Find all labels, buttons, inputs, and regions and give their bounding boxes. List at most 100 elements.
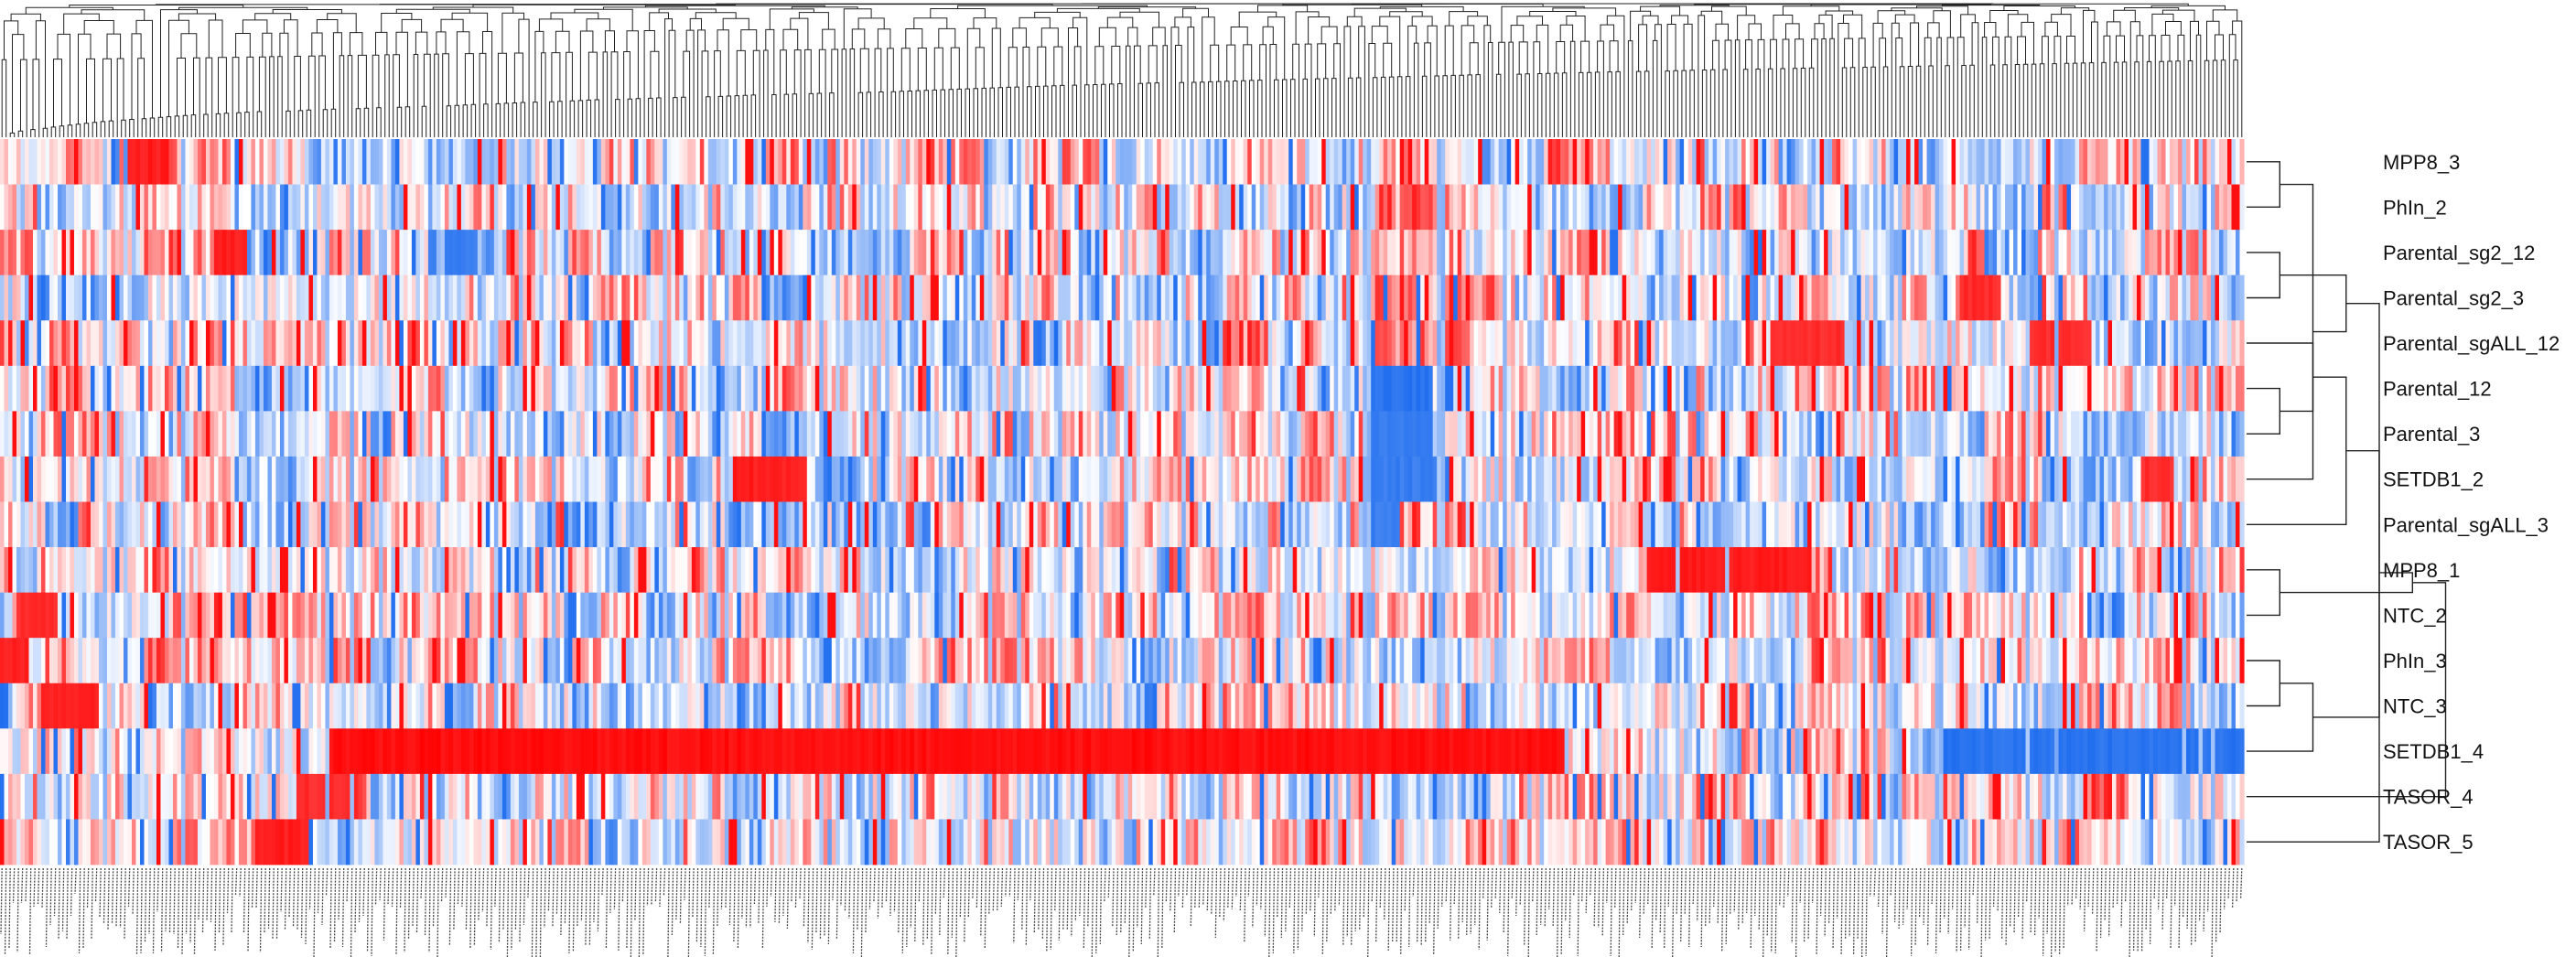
heatmap-cell [366, 274, 372, 321]
heatmap-cell [534, 365, 540, 412]
heatmap-cell [745, 139, 750, 185]
heatmap-cell [1181, 139, 1187, 185]
heatmap-cell [539, 184, 544, 231]
heatmap-cell [1964, 320, 1969, 367]
heatmap-cell [1877, 230, 1882, 276]
heatmap-cell [835, 184, 841, 231]
heatmap-cell [2033, 230, 2039, 276]
heatmap-cell [663, 230, 668, 276]
heatmap-cell [2227, 139, 2233, 185]
heatmap-cell [1103, 139, 1108, 185]
heatmap-cell [1169, 184, 1174, 231]
heatmap-cell [1967, 230, 1973, 276]
heatmap-cell [901, 274, 907, 321]
heatmap-cell [872, 274, 878, 321]
heatmap-cell [254, 501, 261, 548]
heatmap-cell [37, 320, 42, 367]
heatmap-cell [469, 184, 474, 231]
heatmap-cell [2042, 320, 2047, 367]
heatmap-cell [1338, 139, 1343, 185]
heatmap-cell [160, 230, 166, 276]
heatmap-cell [630, 501, 635, 548]
heatmap-cell [477, 411, 482, 457]
heatmap-cell [45, 456, 50, 502]
heatmap-cell [1276, 411, 1281, 457]
heatmap-cell [765, 274, 771, 321]
heatmap-cell [383, 365, 388, 412]
heatmap-cell [1226, 501, 1232, 548]
heatmap-cell [918, 411, 923, 457]
heatmap-cell [1374, 274, 1380, 321]
heatmap-cell [1029, 320, 1034, 367]
heatmap-cell [1646, 501, 1652, 548]
heatmap-cell [469, 139, 474, 185]
heatmap-cell [1503, 411, 1508, 457]
heatmap-cell [2021, 230, 2027, 276]
heatmap-cell [1890, 411, 1895, 457]
heatmap-cell [292, 411, 297, 457]
heatmap-cell [1374, 139, 1380, 185]
heatmap-cell [1247, 411, 1253, 457]
heatmap-cell [847, 139, 853, 185]
heatmap-cell [2054, 184, 2060, 231]
heatmap-cell [1243, 184, 1248, 231]
heatmap-cell [40, 274, 47, 321]
heatmap-cell [333, 320, 339, 367]
heatmap-cell [1058, 184, 1063, 231]
heatmap-cell [86, 320, 92, 367]
heatmap-cell [860, 184, 866, 231]
heatmap-cell [1659, 230, 1665, 276]
heatmap-cell [2116, 501, 2121, 548]
heatmap-cell [2190, 501, 2195, 548]
heatmap-cell [1663, 411, 1668, 457]
heatmap-cell [1424, 184, 1429, 231]
heatmap-cell [94, 501, 100, 548]
heatmap-cell [1074, 274, 1080, 321]
heatmap-cell [1654, 230, 1660, 276]
heatmap-cell [287, 365, 294, 412]
heatmap-cell [284, 230, 289, 276]
heatmap-cell [1753, 456, 1759, 502]
heatmap-cell [1643, 365, 1648, 412]
heatmap-cell [0, 320, 5, 367]
heatmap-cell [419, 139, 426, 185]
heatmap-cell [641, 456, 647, 502]
heatmap-cell [1547, 501, 1553, 548]
heatmap-cell [1181, 274, 1187, 321]
heatmap-cell [1857, 365, 1862, 412]
heatmap-cell [1654, 365, 1660, 412]
heatmap-cell [1317, 320, 1322, 367]
heatmap-cell [345, 139, 351, 185]
heatmap-cell [1671, 501, 1676, 548]
heatmap-cell [1514, 184, 1520, 231]
heatmap-cell [448, 501, 454, 548]
heatmap-cell [621, 411, 627, 457]
heatmap-cell [534, 320, 540, 367]
heatmap-cell [226, 411, 232, 457]
heatmap-cell [803, 184, 808, 231]
heatmap-cell [308, 184, 314, 231]
heatmap-cell [4, 320, 9, 367]
heatmap-cell [147, 139, 154, 185]
heatmap-cell [1473, 320, 1479, 367]
heatmap-cell [292, 184, 297, 231]
heatmap-cell [839, 456, 845, 502]
heatmap-cell [1560, 456, 1566, 502]
heatmap-cell [1786, 365, 1792, 412]
heatmap-cell [490, 456, 495, 502]
heatmap-cell [2087, 411, 2093, 457]
heatmap-cell [246, 139, 253, 185]
heatmap-cell [716, 411, 721, 457]
heatmap-cell [460, 456, 466, 502]
heatmap-cell [1177, 139, 1182, 185]
heatmap-cell [814, 139, 820, 185]
heatmap-cell [1923, 411, 1928, 457]
heatmap-cell [534, 274, 540, 321]
heatmap-cell [1951, 411, 1956, 457]
heatmap-cell [1383, 456, 1388, 502]
heatmap-cell [1605, 274, 1611, 321]
heatmap-cell [510, 274, 515, 321]
heatmap-cell [1276, 320, 1281, 367]
heatmap-cell [106, 274, 113, 321]
heatmap-cell [1852, 501, 1858, 548]
